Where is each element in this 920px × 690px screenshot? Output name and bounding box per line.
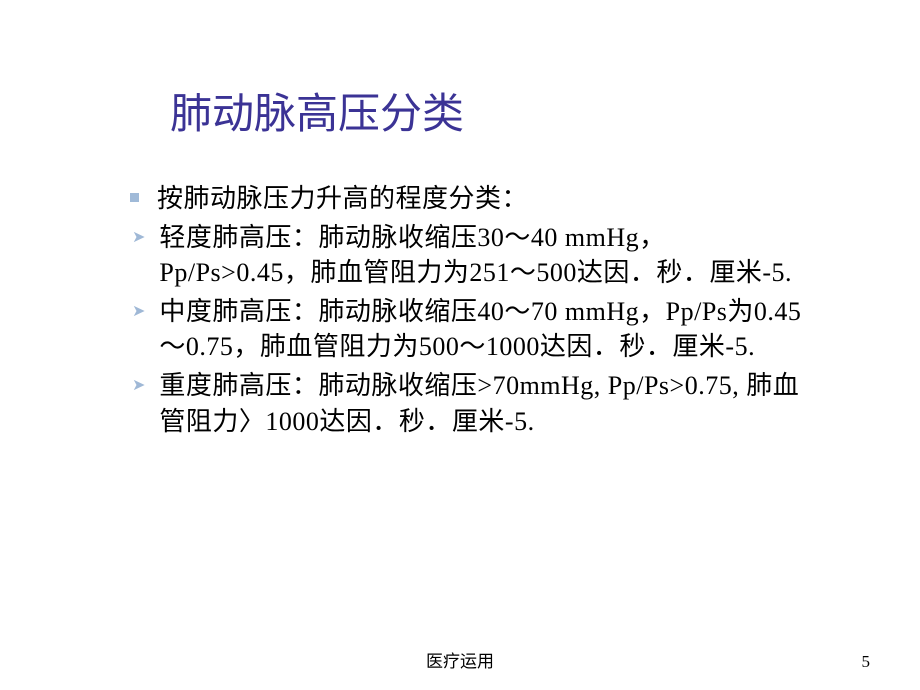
item-text: 按肺动脉压力升高的程度分类： (157, 181, 528, 216)
page-number: 5 (862, 652, 871, 672)
arrow-bullet-icon: ➤ (132, 301, 145, 323)
slide-title: 肺动脉高压分类 (170, 80, 810, 141)
arrow-bullet-icon: ➤ (132, 375, 145, 397)
item-text: 重度肺高压：肺动脉收缩压>70mmHg, Pp/Ps>0.75, 肺血管阻力〉1… (159, 368, 810, 438)
item-text: 轻度肺高压：肺动脉收缩压30～40 mmHg，Pp/Ps>0.45，肺血管阻力为… (159, 220, 810, 290)
slide-container: 肺动脉高压分类 按肺动脉压力升高的程度分类： ➤ 轻度肺高压：肺动脉收缩压30～… (0, 0, 920, 690)
footer-text: 医疗运用 (0, 647, 920, 672)
list-item: ➤ 轻度肺高压：肺动脉收缩压30～40 mmHg，Pp/Ps>0.45，肺血管阻… (130, 220, 810, 290)
slide-content: 按肺动脉压力升高的程度分类： ➤ 轻度肺高压：肺动脉收缩压30～40 mmHg，… (130, 181, 810, 439)
item-text: 中度肺高压：肺动脉收缩压40～70 mmHg，Pp/Ps为0.45～0.75，肺… (159, 294, 810, 364)
arrow-bullet-icon: ➤ (132, 227, 145, 249)
list-item: 按肺动脉压力升高的程度分类： (130, 181, 810, 216)
list-item: ➤ 重度肺高压：肺动脉收缩压>70mmHg, Pp/Ps>0.75, 肺血管阻力… (130, 368, 810, 438)
square-bullet-icon (130, 193, 139, 202)
list-item: ➤ 中度肺高压：肺动脉收缩压40～70 mmHg，Pp/Ps为0.45～0.75… (130, 294, 810, 364)
